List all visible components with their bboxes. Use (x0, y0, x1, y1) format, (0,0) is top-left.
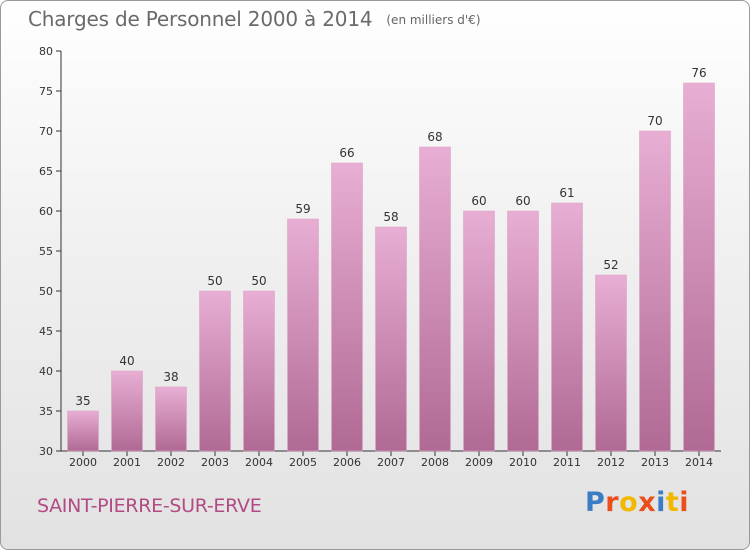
bar (287, 218, 319, 452)
bar (155, 386, 187, 452)
bar (463, 210, 495, 452)
bar-value-label: 60 (471, 194, 486, 208)
y-tick-label: 55 (39, 245, 53, 258)
bar (67, 410, 99, 452)
y-tick-label: 80 (39, 45, 53, 58)
bar-value-label: 38 (163, 370, 178, 384)
bar (331, 162, 363, 452)
bar (111, 370, 143, 452)
y-tick-label: 60 (39, 205, 53, 218)
bar (551, 202, 583, 452)
bar (683, 82, 715, 452)
y-tick-label: 45 (39, 325, 53, 338)
y-tick-label: 75 (39, 85, 53, 98)
x-tick-label: 2010 (509, 456, 537, 469)
bar (375, 226, 407, 452)
bar-value-label: 58 (383, 210, 398, 224)
bar-value-label: 40 (119, 354, 134, 368)
chart-title: Charges de Personnel 2000 à 2014 (en mill… (28, 7, 481, 31)
x-tick-label: 2009 (465, 456, 493, 469)
logo-letter: t (665, 487, 680, 518)
bar (639, 130, 671, 452)
bar-value-label: 35 (75, 394, 90, 408)
x-tick-label: 2001 (113, 456, 141, 469)
bar (243, 290, 275, 452)
bar-value-label: 68 (427, 130, 442, 144)
x-tick-label: 2007 (377, 456, 405, 469)
x-tick-label: 2008 (421, 456, 449, 469)
y-tick-label: 50 (39, 285, 53, 298)
x-tick-label: 2012 (597, 456, 625, 469)
chart-subtitle: (en milliers d'€) (386, 13, 481, 27)
bar-value-label: 66 (339, 146, 354, 160)
bar (199, 290, 231, 452)
bar-value-label: 60 (515, 194, 530, 208)
x-tick-label: 2011 (553, 456, 581, 469)
logo-letter: i (679, 487, 690, 518)
chart-title-main: Charges de Personnel 2000 à 2014 (28, 7, 373, 31)
logo-letter: i (656, 487, 666, 518)
commune-name: SAINT-PIERRE-SUR-ERVE (37, 495, 262, 517)
y-tick-label: 35 (39, 405, 53, 418)
bar-value-label: 61 (559, 186, 574, 200)
bar (595, 274, 627, 452)
y-tick-label: 30 (39, 445, 53, 458)
bar-value-label: 59 (295, 202, 310, 216)
bar-value-label: 50 (251, 274, 266, 288)
x-tick-label: 2002 (157, 456, 185, 469)
logo-letter: r (605, 487, 620, 518)
logo-letter: P (585, 487, 606, 518)
bar (419, 146, 451, 452)
bar (507, 210, 539, 452)
proxiti-logo: Proxiti (585, 487, 689, 518)
y-tick-label: 70 (39, 125, 53, 138)
x-tick-label: 2006 (333, 456, 361, 469)
logo-letter: x (638, 487, 657, 518)
logo-letter: o (619, 487, 639, 518)
bar-value-label: 76 (691, 66, 706, 80)
bar-value-label: 52 (603, 258, 618, 272)
bar-value-label: 70 (647, 114, 662, 128)
bar-value-label: 50 (207, 274, 222, 288)
x-tick-label: 2014 (685, 456, 713, 469)
x-tick-label: 2000 (69, 456, 97, 469)
y-tick-label: 40 (39, 365, 53, 378)
x-tick-label: 2013 (641, 456, 669, 469)
x-tick-label: 2005 (289, 456, 317, 469)
x-tick-label: 2003 (201, 456, 229, 469)
x-tick-label: 2004 (245, 456, 273, 469)
y-tick-label: 65 (39, 165, 53, 178)
